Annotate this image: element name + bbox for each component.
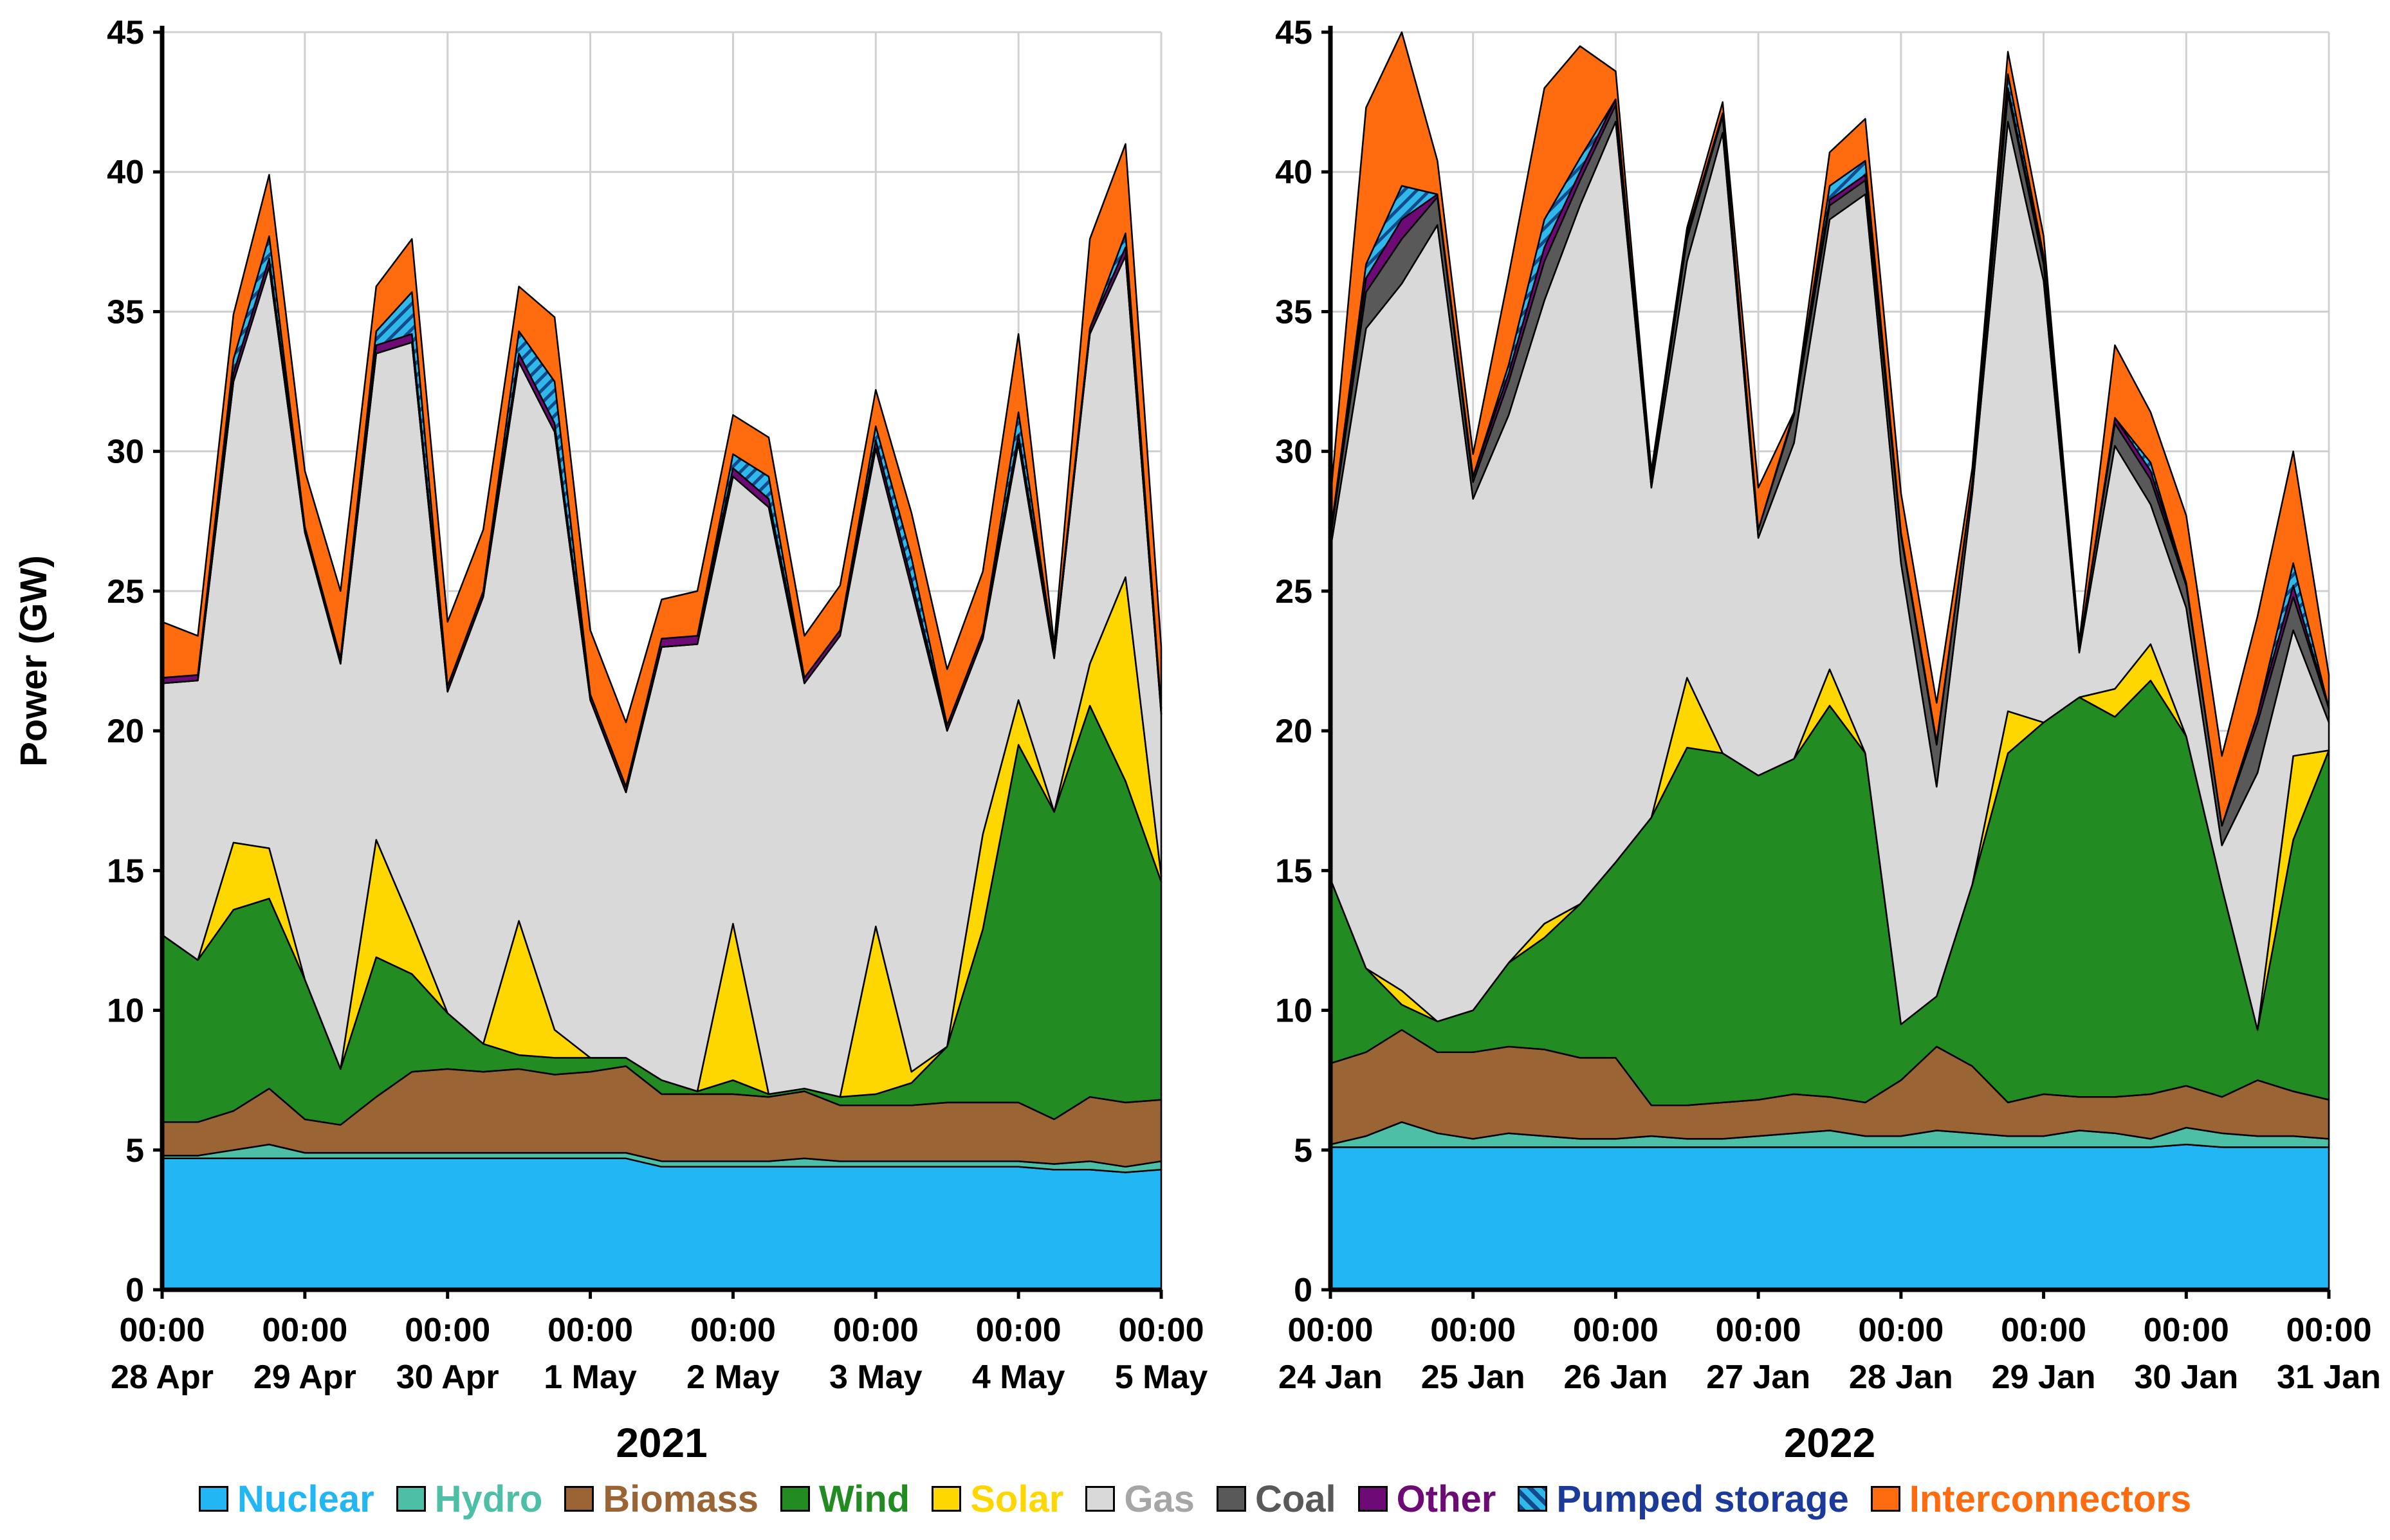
x-tick-date: 28 Jan: [1849, 1359, 1953, 1396]
x-tick-date: 26 Jan: [1563, 1359, 1668, 1396]
legend-swatch: [1870, 1486, 1900, 1512]
x-tick-date: 4 May: [972, 1359, 1065, 1396]
chart-panel-2021: 0 5 10 15 20 25 30 35 40 45 00:00 28 Apr 00:00 29 Apr…: [13, 14, 1208, 1466]
x-tick-time: 00:00: [1573, 1312, 1659, 1349]
x-tick-time: 00:00: [1288, 1312, 1374, 1349]
y-tick-label: 15: [1275, 852, 1312, 890]
x-tick-date: 1 May: [544, 1359, 637, 1396]
legend-item-wind: Wind: [780, 1478, 910, 1521]
legend-swatch: [1518, 1486, 1548, 1512]
legend-swatch: [198, 1486, 228, 1512]
y-tick-label: 20: [1275, 713, 1312, 750]
panel-year-label: 2022: [1784, 1420, 1875, 1466]
legend-item-nuclear: Nuclear: [198, 1478, 374, 1521]
legend-swatch: [932, 1486, 962, 1512]
x-tick-time: 00:00: [1119, 1312, 1204, 1349]
y-tick-label: 5: [1294, 1132, 1312, 1169]
x-tick-time: 00:00: [1858, 1312, 1944, 1349]
y-tick-label: 35: [107, 293, 144, 331]
x-tick-date: 27 Jan: [1706, 1359, 1810, 1396]
x-tick-date: 29 Jan: [1992, 1359, 2096, 1396]
legend-label: Coal: [1255, 1478, 1336, 1520]
legend: Nuclear Hydro Biomass Wind Solar Gas Coal Other…: [0, 1470, 2390, 1528]
x-tick-time: 00:00: [2286, 1312, 2372, 1349]
legend-item-gas: Gas: [1085, 1478, 1195, 1521]
legend-item-other: Other: [1357, 1478, 1496, 1521]
x-tick-time: 00:00: [833, 1312, 919, 1349]
y-tick-label: 25: [1275, 573, 1312, 610]
y-tick-label: 10: [107, 993, 144, 1030]
x-tick-time: 00:00: [547, 1312, 633, 1349]
x-tick-date: 25 Jan: [1421, 1359, 1525, 1396]
x-tick-time: 00:00: [405, 1312, 490, 1349]
legend-label: Nuclear: [237, 1478, 374, 1520]
stacked-area-chart: 0 5 10 15 20 25 30 35 40 45 00:00 28 Apr 00:00 29 Apr…: [13, 14, 2381, 1466]
legend-item-interconnectors: Interconnectors: [1870, 1478, 2192, 1521]
legend-swatch: [564, 1486, 594, 1512]
legend-swatch: [1216, 1486, 1246, 1512]
x-tick-date: 29 Apr: [253, 1359, 356, 1396]
x-tick-time: 00:00: [120, 1312, 205, 1349]
y-tick-label: 0: [125, 1272, 144, 1309]
x-tick-date: 5 May: [1115, 1359, 1208, 1396]
legend-label: Gas: [1124, 1478, 1195, 1520]
legend-item-hydro: Hydro: [396, 1478, 543, 1521]
legend-label: Biomass: [603, 1478, 759, 1520]
y-tick-label: 40: [1275, 154, 1312, 191]
x-tick-time: 00:00: [2144, 1312, 2229, 1349]
legend-item-pumped-storage: Pumped storage: [1518, 1478, 1849, 1521]
x-tick-time: 00:00: [2001, 1312, 2086, 1349]
y-tick-label: 35: [1275, 293, 1312, 331]
x-tick-date: 28 Apr: [111, 1359, 214, 1396]
x-tick-date: 30 Apr: [396, 1359, 499, 1396]
y-tick-label: 25: [107, 573, 144, 610]
legend-swatch: [1357, 1486, 1388, 1512]
legend-swatch: [396, 1486, 426, 1512]
area-nuclear: [1329, 1143, 2330, 1291]
legend-label: Interconnectors: [1909, 1478, 2192, 1520]
chart-panel-2022: 0 5 10 15 20 25 30 35 40 45 00:00 24 Jan 00:00 25 Jan…: [1275, 14, 2381, 1466]
y-tick-label: 20: [107, 713, 144, 750]
y-tick-label: 0: [1294, 1272, 1312, 1309]
legend-label: Solar: [970, 1478, 1064, 1520]
x-tick-date: 2 May: [686, 1359, 780, 1396]
legend-swatch: [1085, 1486, 1116, 1512]
x-tick-time: 00:00: [976, 1312, 1062, 1349]
legend-item-solar: Solar: [932, 1478, 1063, 1521]
x-tick-time: 00:00: [1430, 1312, 1516, 1349]
y-tick-label: 30: [107, 434, 144, 471]
x-tick-date: 24 Jan: [1278, 1359, 1383, 1396]
x-tick-date: 30 Jan: [2134, 1359, 2238, 1396]
legend-item-biomass: Biomass: [564, 1478, 758, 1521]
y-tick-label: 45: [1275, 14, 1312, 51]
y-tick-label: 30: [1275, 434, 1312, 471]
x-tick-date: 31 Jan: [2277, 1359, 2381, 1396]
legend-label: Other: [1396, 1478, 1496, 1520]
legend-label: Hydro: [434, 1478, 543, 1520]
area-interconnectors: [161, 143, 1163, 788]
area-nuclear: [161, 1157, 1163, 1291]
y-tick-label: 40: [107, 154, 144, 191]
legend-swatch: [780, 1486, 811, 1512]
y-tick-label: 45: [107, 14, 144, 51]
legend-item-coal: Coal: [1216, 1478, 1336, 1521]
x-tick-time: 00:00: [262, 1312, 347, 1349]
legend-label: Wind: [819, 1478, 910, 1520]
x-tick-date: 3 May: [829, 1359, 923, 1396]
panel-year-label: 2021: [616, 1420, 707, 1466]
y-tick-label: 15: [107, 852, 144, 890]
area-interconnectors: [1329, 31, 2330, 827]
legend-label: Pumped storage: [1556, 1478, 1849, 1520]
x-tick-time: 00:00: [690, 1312, 776, 1349]
y-tick-label: 5: [125, 1132, 144, 1169]
y-axis-label: Power (GW): [13, 555, 55, 767]
x-tick-time: 00:00: [1716, 1312, 1801, 1349]
y-tick-label: 10: [1275, 993, 1312, 1030]
